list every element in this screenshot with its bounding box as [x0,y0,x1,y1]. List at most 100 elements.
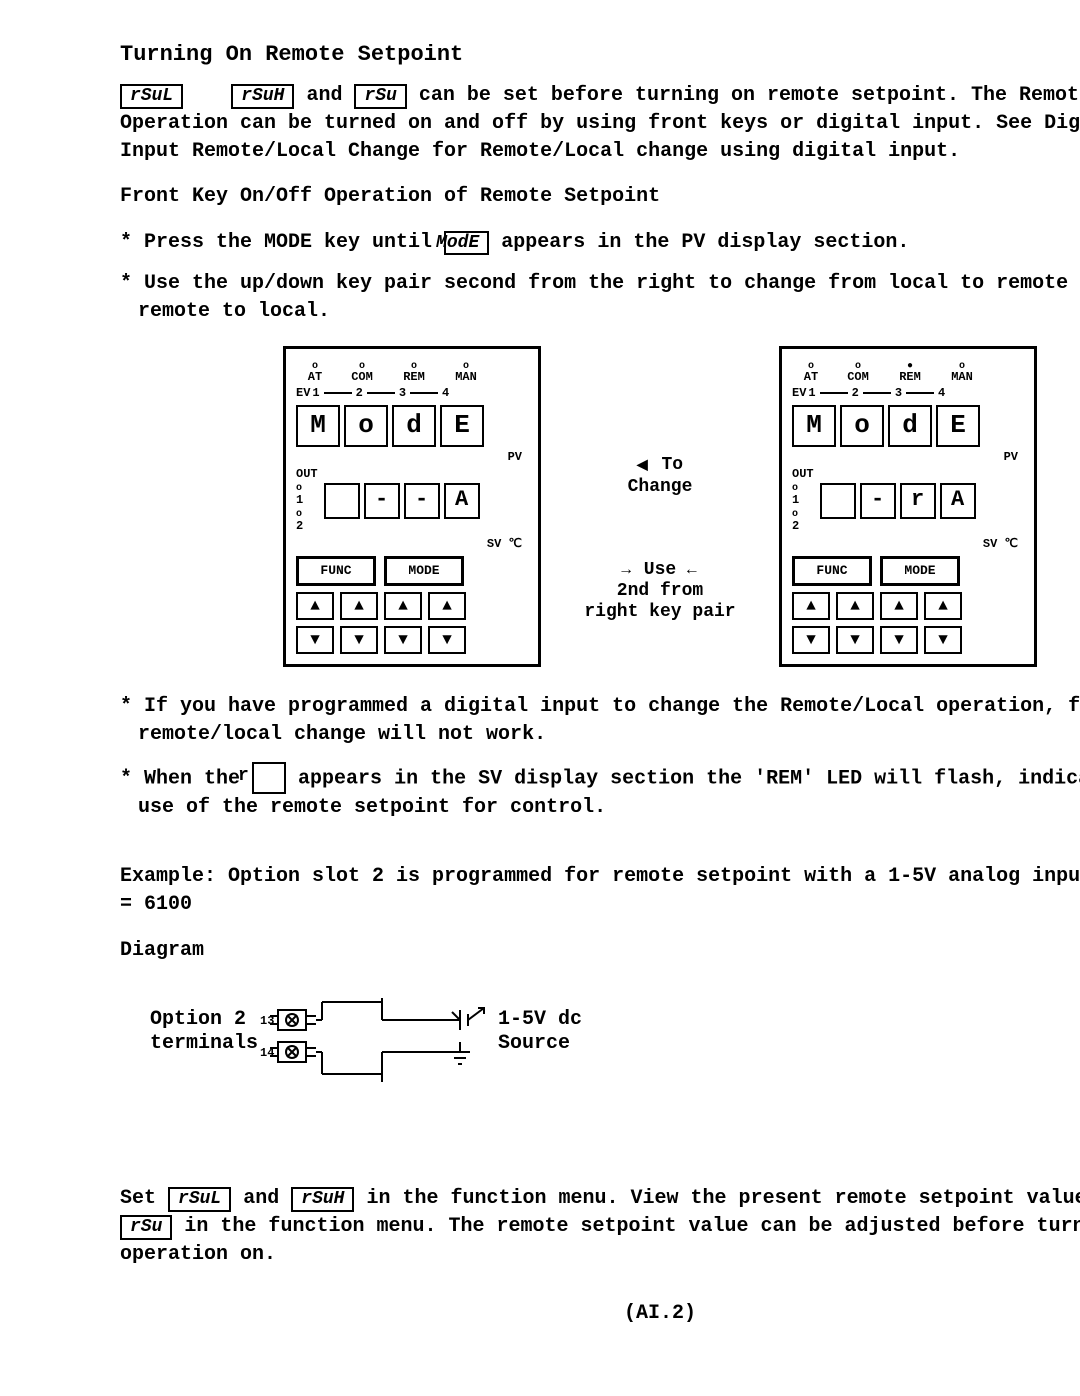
text: * When the [120,768,252,791]
pv-cell: E [936,405,980,447]
bullet-3: * If you have programmed a digital input… [120,693,1080,748]
func-button[interactable]: FUNC [792,556,872,586]
r-glyph-box: r [252,762,286,794]
center-callouts: To Change → Use ← 2nd from right key pai… [565,346,755,623]
led-at: oAT [792,359,830,383]
pv-label: PV [792,449,1018,466]
mode-button[interactable]: MODE [880,556,960,586]
bullet-4: * When the r appears in the SV display s… [120,762,1080,822]
example-paragraph: Example: Option slot 2 is programmed for… [120,863,1080,918]
led-com: oCOM [834,359,882,383]
up-key[interactable]: ▲ [296,592,334,620]
up-key-highlight[interactable]: ▲ [384,592,422,620]
up-key[interactable]: ▲ [340,592,378,620]
sv-cell: r [900,483,936,519]
intro-paragraph: rSuL rSuH and rSu can be set before turn… [120,82,1080,165]
text: Set [120,1187,168,1210]
up-key[interactable]: ▲ [792,592,830,620]
pv-cell: M [296,405,340,447]
sv-cell: - [404,483,440,519]
sv-cell: A [940,483,976,519]
mode-buttons: FUNC MODE [296,556,528,586]
pin-13: 13 [260,1014,274,1028]
use-key-pair-note: → Use ← 2nd from right key pair [565,560,755,622]
text: appears in the PV display section. [501,231,909,254]
led-row: oAT oCOM oREM oMAN [296,357,528,383]
pv-cell: d [888,405,932,447]
mode-button[interactable]: MODE [384,556,464,586]
down-key[interactable]: ▼ [836,626,874,654]
pv-label: PV [296,449,522,466]
sv-cell [324,483,360,519]
ev-row: EV1 2 3 4 [296,385,528,402]
down-key[interactable]: ▼ [384,626,422,654]
up-key[interactable]: ▲ [836,592,874,620]
text: and [306,84,354,107]
down-keys: ▼ ▼ ▼ ▼ [296,626,528,654]
src-label-2: Source [498,1032,570,1055]
chip-mode: ModE [444,231,489,256]
up-keys: ▲ ▲ ▲ ▲ [296,592,528,620]
chip-rsul: rSuL [120,84,183,109]
sv-display: - r A [820,483,976,519]
src-label-1: 1-5V dc [498,1008,582,1031]
chip-rsu-2: rSu [120,1215,172,1240]
chip-rsul-2: rSuL [168,1187,231,1212]
pin-14: 14 [260,1046,274,1060]
mode-buttons: FUNC MODE [792,556,1024,586]
opt2-label-1: Option 2 [150,1008,246,1031]
up-keys: ▲ ▲ ▲ ▲ [792,592,1024,620]
pv-display: M o d E [792,405,1024,447]
subheading: Front Key On/Off Operation of Remote Set… [120,183,1080,211]
closing-paragraph: Set rSuL and rSuH in the function menu. … [120,1185,1080,1268]
sv-cell: A [444,483,480,519]
led-man: oMAN [442,359,490,383]
chip-rsuh-2: rSuH [291,1187,354,1212]
sv-block: OUT o 1 o 2 - - A [296,468,528,534]
down-key[interactable]: ▼ [880,626,918,654]
led-rem: ●REM [886,359,934,383]
controller-panels: oAT oCOM oREM oMAN EV1 2 3 4 M o d E PV … [120,346,1080,668]
text: * Press the MODE key until [120,231,444,254]
sv-cell [820,483,856,519]
up-key[interactable]: ▲ [880,592,918,620]
pv-display: M o d E [296,405,528,447]
text: in the function menu. The remote setpoin… [120,1215,1080,1266]
sv-label: SV ℃ [296,536,522,553]
sv-cell: - [364,483,400,519]
sv-label: SV ℃ [792,536,1018,553]
chip-rsuh: rSuH [231,84,294,109]
up-key[interactable]: ▲ [924,592,962,620]
section-title: Turning On Remote Setpoint [120,40,1080,70]
pv-cell: o [840,405,884,447]
opt2-label-2: terminals [150,1032,258,1055]
out-labels: OUT o 1 o 2 [296,468,318,534]
to-change-bubble: To Change [565,456,755,501]
bullet-1: * Press the MODE key until ModE appears … [120,229,1080,257]
led-row: oAT oCOM ●REM oMAN [792,357,1024,383]
bullet-2: * Use the up/down key pair second from t… [120,270,1080,325]
sv-block: OUT o 1 o 2 - r A [792,468,1024,534]
ev-row: EV1 2 3 4 [792,385,1024,402]
text: in the function menu. View the present r… [367,1187,1080,1210]
out-labels: OUT o 1 o 2 [792,468,814,534]
down-key[interactable]: ▼ [792,626,830,654]
text: Example: Option slot 2 is programmed for… [120,865,1080,888]
panel-before: oAT oCOM oREM oMAN EV1 2 3 4 M o d E PV … [283,346,541,668]
sv-display: - - A [324,483,480,519]
down-keys: ▼ ▼ ▼ ▼ [792,626,1024,654]
down-key[interactable]: ▼ [340,626,378,654]
led-at: oAT [296,359,334,383]
text: and [243,1187,291,1210]
func-button[interactable]: FUNC [296,556,376,586]
up-key[interactable]: ▲ [428,592,466,620]
sv-cell: - [860,483,896,519]
pv-cell: E [440,405,484,447]
pv-cell: d [392,405,436,447]
text: = 6100 [120,893,192,916]
pv-cell: M [792,405,836,447]
down-key[interactable]: ▼ [924,626,962,654]
down-key[interactable]: ▼ [428,626,466,654]
down-key[interactable]: ▼ [296,626,334,654]
wiring-diagram: Option 2 terminals 13 14 1-5V dc Source [150,982,1080,1102]
